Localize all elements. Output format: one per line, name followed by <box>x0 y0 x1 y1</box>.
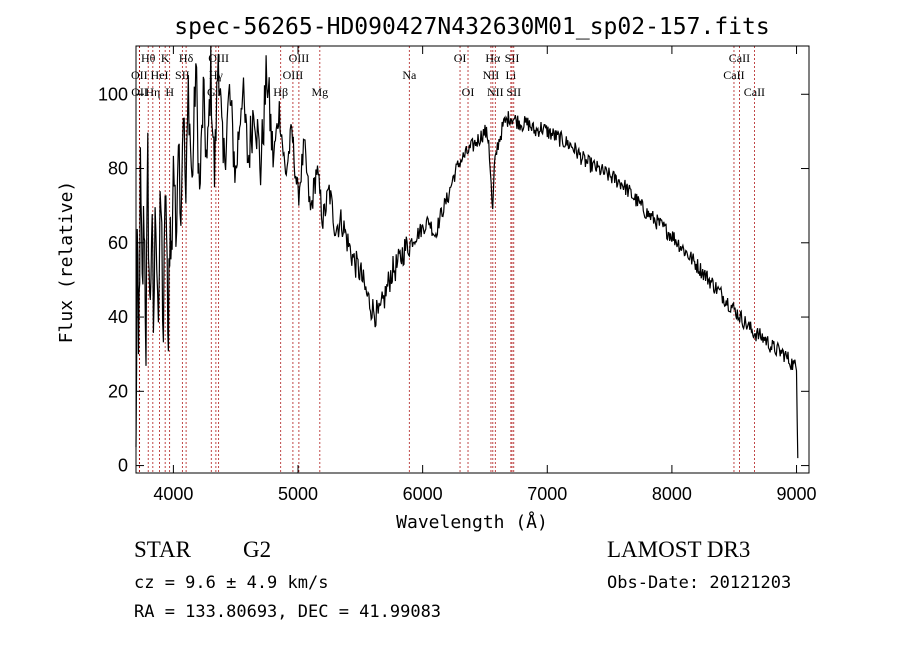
y-tick-label: 60 <box>108 233 128 253</box>
spectral-line-label: OII <box>131 85 148 99</box>
y-tick-label: 40 <box>108 307 128 327</box>
spectral-line-label: OI <box>462 85 475 99</box>
x-axis-ticks: 4000 5000 6000 7000 8000 9000 <box>153 46 817 504</box>
spectral-line-label: Hγ <box>209 68 224 82</box>
spectral-line-label: H <box>165 85 174 99</box>
spectral-line-label: Li <box>506 68 517 82</box>
coordinates: RA = 133.80693, DEC = 41.99083 <box>134 602 442 622</box>
survey-name: LAMOST DR3 <box>607 537 751 562</box>
x-tick-label: 8000 <box>652 484 692 504</box>
y-tick-label: 80 <box>108 159 128 179</box>
spectral-line-label: Mg <box>311 85 328 99</box>
spectral-line-label: Hβ <box>273 85 288 99</box>
spectral-line-label: OIII <box>283 68 304 82</box>
y-tick-label: 20 <box>108 381 128 401</box>
spectral-line-label: Hδ <box>179 51 194 65</box>
x-tick-label: 5000 <box>278 484 318 504</box>
spectral-line-label: CaII <box>744 85 765 99</box>
x-tick-label: 6000 <box>403 484 443 504</box>
spectral-line-label: Hα <box>485 51 501 65</box>
spectral-line-label: HeI <box>151 68 169 82</box>
spectral-line-label: SII <box>506 85 521 99</box>
spectral-line-label: OIII <box>289 51 310 65</box>
flux-series-line <box>135 46 799 459</box>
spectral-line-label: OI <box>454 51 467 65</box>
spectral-line-label: Hη <box>145 85 160 99</box>
spectral-line-label: CaII <box>723 68 744 82</box>
spectral-line-label: K <box>161 51 170 65</box>
spectral-line-label: Hθ <box>141 51 156 65</box>
y-tick-label: 100 <box>98 84 128 104</box>
spectral-line-label: Na <box>402 68 417 82</box>
object-class: STAR <box>134 537 191 562</box>
y-axis-ticks: 0 20 40 60 80 100 <box>98 84 809 476</box>
redshift-velocity: cz = 9.6 ± 4.9 km/s <box>134 573 329 593</box>
spectrum-chart: spec-56265-HD090427N432630M01_sp02-157.f… <box>56 14 817 533</box>
x-tick-label: 7000 <box>527 484 567 504</box>
spectral-line-label: CaII <box>729 51 750 65</box>
spectral-line-label: NII <box>487 85 504 99</box>
object-subclass: G2 <box>243 537 272 562</box>
observation-date: Obs-Date: 20121203 <box>607 573 792 593</box>
x-axis-label: Wavelength (Å) <box>396 511 548 533</box>
x-tick-label: 9000 <box>777 484 817 504</box>
spectral-line-label: SII <box>505 51 520 65</box>
y-tick-label: 0 <box>118 456 128 476</box>
y-axis-label: Flux (relative) <box>56 181 77 344</box>
x-tick-label: 4000 <box>153 484 193 504</box>
chart-title: spec-56265-HD090427N432630M01_sp02-157.f… <box>174 14 769 40</box>
spectral-line-label: SII <box>175 68 190 82</box>
spectral-line-label: NII <box>483 68 500 82</box>
plot-frame <box>135 45 810 474</box>
